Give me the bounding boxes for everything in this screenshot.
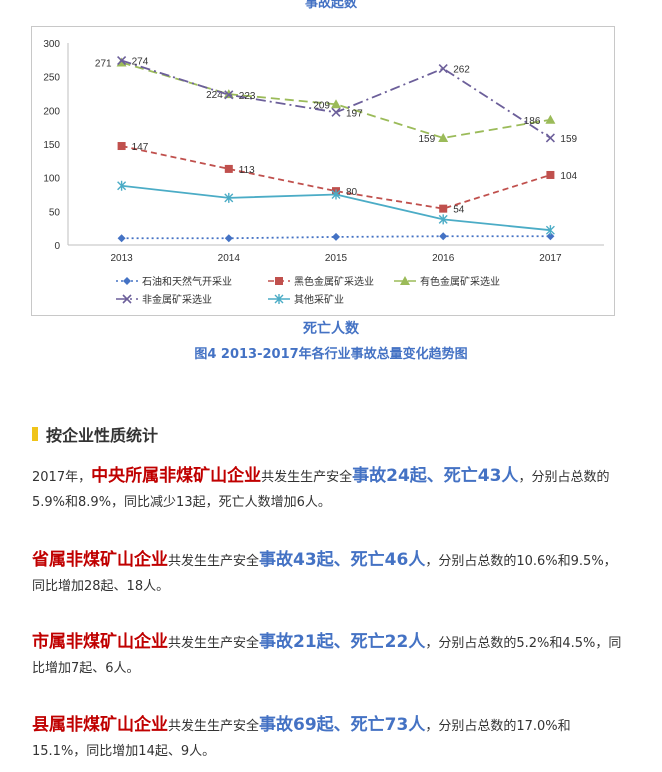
data-label: 147: [132, 142, 149, 153]
y-tick-label: 200: [43, 106, 60, 117]
para-mid: 共发生生产安全: [168, 636, 260, 651]
data-label: 113: [239, 165, 255, 176]
para-entity: 县属非煤矿山企业: [32, 715, 168, 735]
paragraph-municipal: 市属非煤矿山企业共发生生产安全事故21起、死亡22人，分别占总数的5.2%和4.…: [32, 630, 622, 681]
section-header: 按企业性质统计: [32, 423, 158, 445]
data-label: 104: [560, 171, 577, 182]
x-tick-label: 2017: [539, 253, 562, 264]
data-label: 54: [453, 205, 465, 216]
data-label: 197: [346, 108, 363, 119]
data-point: [545, 225, 555, 236]
y-tick-label: 50: [49, 207, 61, 218]
data-point: [224, 164, 233, 173]
data-point: [117, 234, 126, 243]
y-tick-label: 250: [43, 73, 60, 84]
para-suffix: ，分别占总数的17.0%和15.1%，同比增加14起、9人。: [32, 719, 571, 759]
paragraph-provincial: 省属非煤矿山企业共发生生产安全事故43起、死亡46人，分别占总数的10.6%和9…: [32, 548, 622, 599]
data-point: [117, 180, 127, 191]
data-label: 274: [132, 57, 149, 68]
para-stats: 事故21起、死亡22人: [259, 632, 426, 652]
para-entity: 省属非煤矿山企业: [32, 550, 168, 570]
legend-marker: [123, 277, 131, 285]
section-marker: [32, 427, 38, 441]
data-point: [224, 234, 233, 243]
para-mid: 共发生生产安全: [168, 719, 260, 734]
x-tick-label: 2013: [110, 253, 133, 264]
para-suffix: ，分别占总数的10.6%和9.5%，同比增加28起、18人。: [32, 554, 617, 594]
y-tick-label: 150: [43, 140, 60, 151]
top-caption: 事故起数: [304, 0, 357, 11]
data-point: [545, 133, 555, 143]
para-mid: 共发生生产安全: [168, 554, 260, 569]
series-line-0: [121, 235, 551, 240]
data-point: [438, 64, 448, 74]
para-mid: 共发生生产安全: [261, 470, 353, 485]
legend-marker: [275, 277, 283, 285]
legend-label: 石油和天然气开采业: [142, 275, 232, 288]
data-point: [331, 107, 341, 117]
data-label: 80: [346, 187, 358, 198]
trend-chart: 0 50 100 150 200 250 300 2013 2014 2015 2016 2017 14…: [31, 26, 615, 316]
paragraph-central: 2017年，中央所属非煤矿山企业共发生生产安全事故24起、死亡43人，分别占总数…: [32, 464, 622, 515]
legend-marker: [274, 294, 284, 304]
x-tick-label: 2015: [325, 253, 348, 264]
para-stats: 事故24起、死亡43人: [352, 466, 519, 486]
data-point: [546, 170, 555, 179]
para-entity: 中央所属非煤矿山企业: [91, 466, 262, 486]
data-point: [331, 99, 341, 109]
series-line-1: [121, 145, 551, 210]
y-tick-label: 100: [43, 174, 60, 185]
data-label: 262: [453, 65, 470, 76]
data-point: [224, 90, 234, 100]
para-suffix: ，分别占总数的5.9%和8.9%，同比减少13起，死亡人数增加6人。: [32, 470, 610, 510]
legend-label: 有色金属矿采选业: [420, 275, 500, 288]
data-label: 186: [524, 116, 541, 127]
paragraph-county: 县属非煤矿山企业共发生生产安全事故69起、死亡73人，分别占总数的17.0%和1…: [32, 713, 622, 764]
para-stats: 事故69起、死亡73人: [259, 715, 426, 735]
para-prefix: 2017年，: [32, 470, 92, 485]
legend-label: 黑色金属矿采选业: [294, 275, 374, 288]
section-title: 按企业性质统计: [46, 426, 159, 445]
data-point: [224, 192, 234, 203]
legend-label: 非金属矿采选业: [142, 293, 212, 306]
data-point: [332, 232, 340, 241]
chart-caption: 死亡人数: [303, 321, 359, 337]
x-tick-label: 2014: [218, 253, 241, 264]
data-point: [331, 189, 341, 200]
para-suffix: ，分别占总数的5.2%和4.5%，同比增加7起、6人。: [32, 636, 622, 676]
data-point: [439, 204, 448, 213]
data-point: [438, 132, 449, 142]
data-point: [117, 55, 127, 66]
legend-marker: [122, 294, 132, 304]
data-label: 159: [419, 134, 436, 145]
data-point: [438, 214, 448, 225]
data-label: 224: [206, 90, 223, 101]
data-point: [545, 114, 556, 124]
data-point: [116, 57, 127, 67]
data-label: 159: [560, 134, 577, 145]
data-label: 209: [313, 100, 330, 111]
para-stats: 事故43起、死亡46人: [259, 550, 426, 570]
y-tick-label: 300: [43, 39, 60, 50]
legend-marker: [400, 276, 410, 285]
para-entity: 市属非煤矿山企业: [32, 632, 168, 652]
legend-label: 其他采矿业: [294, 293, 344, 306]
figure-caption: 图4 2013-2017年各行业事故总量变化趋势图: [194, 347, 468, 362]
data-label: 223: [239, 91, 256, 102]
data-point: [439, 232, 448, 241]
data-point: [546, 232, 555, 241]
data-label: 271: [95, 59, 112, 70]
x-tick-label: 2016: [432, 253, 455, 264]
trend-chart-svg: 0 50 100 150 200 250 300 2013 2014 2015 2016 2017 14…: [43, 39, 604, 306]
y-tick-label: 0: [54, 241, 60, 252]
data-point: [117, 142, 126, 151]
series-line-3: [121, 59, 551, 139]
